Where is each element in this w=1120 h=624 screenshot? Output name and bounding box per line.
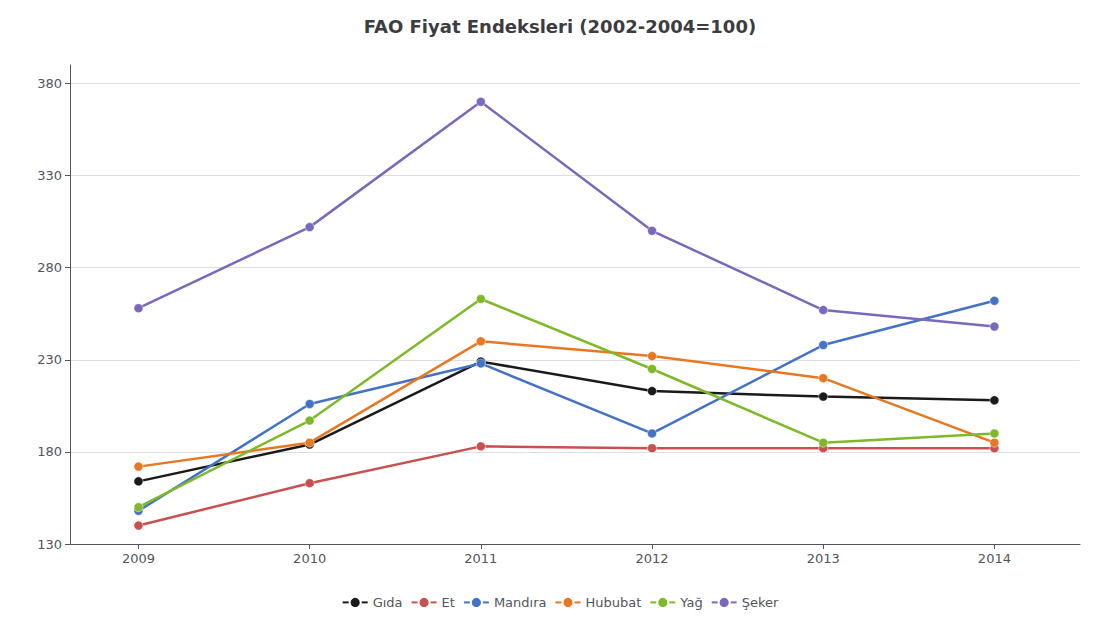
svg-text:2014: 2014 xyxy=(978,551,1011,566)
svg-text:330: 330 xyxy=(37,168,62,183)
svg-text:280: 280 xyxy=(37,260,62,275)
svg-text:Et: Et xyxy=(442,595,455,610)
svg-text:Hububat: Hububat xyxy=(585,595,641,610)
svg-text:380: 380 xyxy=(37,76,62,91)
svg-text:Gıda: Gıda xyxy=(373,595,403,610)
svg-text:2009: 2009 xyxy=(122,551,155,566)
svg-text:2013: 2013 xyxy=(807,551,840,566)
svg-text:FAO Fiyat Endeksleri (2002-200: FAO Fiyat Endeksleri (2002-2004=100) xyxy=(364,16,756,37)
svg-text:Mandıra: Mandıra xyxy=(494,595,547,610)
svg-text:Şeker: Şeker xyxy=(742,595,779,610)
svg-text:180: 180 xyxy=(37,444,62,459)
svg-text:2012: 2012 xyxy=(635,551,668,566)
svg-text:230: 230 xyxy=(37,352,62,367)
svg-text:Yağ: Yağ xyxy=(679,595,702,610)
svg-text:2010: 2010 xyxy=(293,551,326,566)
svg-text:130: 130 xyxy=(37,537,62,552)
svg-text:2011: 2011 xyxy=(464,551,497,566)
